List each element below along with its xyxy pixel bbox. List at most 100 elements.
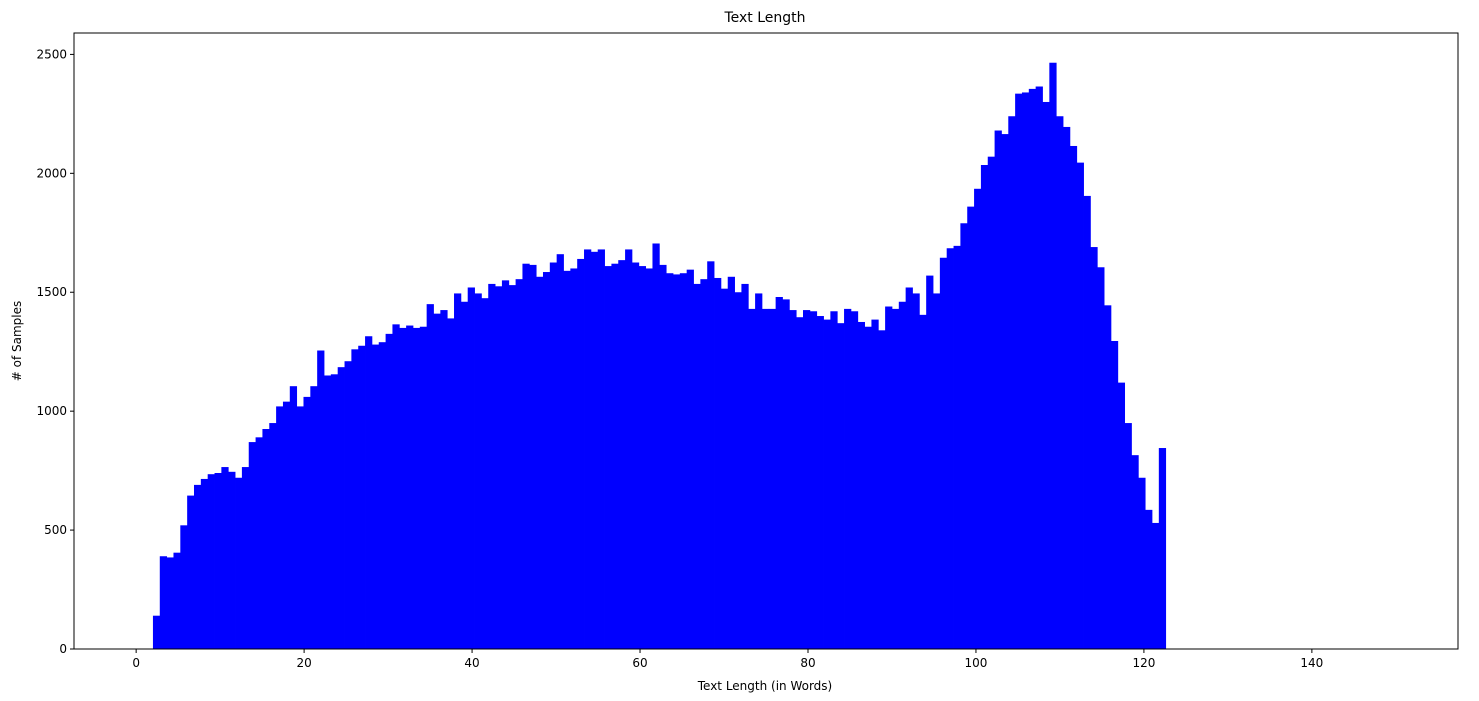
- histogram-bar: [365, 336, 373, 649]
- histogram-bar: [844, 308, 852, 649]
- histogram-bar: [371, 344, 380, 649]
- histogram-bar: [912, 293, 920, 649]
- histogram-bar: [946, 248, 954, 650]
- histogram-bar: [460, 301, 469, 649]
- y-tick-label: 2500: [36, 47, 67, 61]
- histogram-bar: [467, 287, 475, 649]
- histogram-bar: [686, 269, 694, 649]
- histogram-bar: [378, 342, 386, 649]
- histogram-bar: [1008, 116, 1016, 650]
- y-tick-label: 1500: [36, 285, 67, 299]
- histogram-bar: [221, 467, 229, 649]
- y-tick-label: 2000: [36, 166, 67, 180]
- histogram-bar: [1035, 86, 1043, 650]
- histogram-bar: [734, 292, 742, 649]
- histogram-bar: [159, 556, 168, 649]
- histogram-bar: [385, 333, 393, 649]
- histogram-bar: [905, 287, 913, 649]
- histogram-bar: [816, 316, 824, 649]
- histogram-bar: [187, 495, 195, 649]
- histogram-bar: [604, 266, 612, 649]
- histogram-bar: [152, 615, 161, 649]
- histogram-bar: [898, 301, 907, 649]
- histogram-bar: [262, 429, 270, 649]
- histogram-bar: [980, 165, 989, 649]
- y-tick-label: 500: [44, 523, 67, 537]
- histogram-bar: [631, 262, 640, 649]
- histogram-bar: [597, 249, 605, 649]
- histogram-bar: [857, 321, 865, 649]
- histogram-bar: [584, 249, 592, 649]
- histogram-bar: [536, 276, 544, 649]
- histogram-bar: [727, 276, 735, 649]
- histogram-bars: [152, 62, 1167, 650]
- histogram-bar: [823, 319, 831, 649]
- histogram-bar: [1083, 195, 1091, 649]
- histogram-bar: [741, 283, 749, 649]
- histogram-bar: [679, 273, 688, 649]
- histogram-bar: [392, 324, 400, 649]
- histogram-bar: [1069, 145, 1078, 650]
- histogram-bar: [351, 349, 359, 649]
- histogram-bar: [166, 557, 174, 649]
- histogram-bar: [720, 288, 729, 649]
- histogram-bar: [755, 293, 763, 649]
- histogram-bar: [1001, 134, 1009, 650]
- histogram-bar: [324, 375, 332, 649]
- histogram-bar: [652, 243, 660, 649]
- histogram-bar: [1117, 382, 1126, 649]
- histogram-bar: [289, 386, 298, 649]
- histogram-bar: [563, 270, 571, 649]
- histogram-bar: [809, 311, 818, 649]
- histogram-bar: [549, 262, 558, 649]
- histogram-bar: [693, 283, 701, 649]
- x-tick-label: 140: [1300, 656, 1323, 670]
- histogram-bar: [1028, 88, 1037, 649]
- histogram-bar: [1056, 116, 1064, 650]
- histogram-bar: [850, 311, 859, 649]
- histogram-bar: [967, 206, 975, 649]
- histogram-bar: [625, 249, 633, 649]
- histogram-bar: [830, 311, 838, 649]
- histogram-bar: [454, 293, 462, 649]
- histogram-bar: [1151, 522, 1160, 649]
- x-axis-ticks: 0 20 40 60 80 100 120 140: [132, 649, 1323, 670]
- histogram-bar: [419, 326, 428, 649]
- histogram-bar: [501, 280, 510, 649]
- histogram-bar: [891, 308, 900, 649]
- y-tick-label: 0: [59, 642, 67, 656]
- histogram-bar: [919, 314, 927, 649]
- histogram-bar: [577, 258, 585, 649]
- histogram-bar: [399, 327, 407, 649]
- histogram-bar: [611, 263, 619, 649]
- histogram-bar: [488, 283, 496, 649]
- histogram-bar: [1124, 423, 1132, 649]
- histogram-bar: [1110, 341, 1119, 649]
- histogram-bar: [235, 477, 243, 649]
- histogram-bar: [440, 310, 448, 649]
- histogram-bar: [248, 442, 256, 649]
- plot-frame: [73, 32, 1459, 650]
- histogram-bar: [317, 350, 325, 649]
- histogram-bar: [789, 310, 797, 649]
- histogram-bar: [1090, 247, 1098, 649]
- histogram-bar: [878, 330, 886, 649]
- histogram-bar: [214, 473, 222, 649]
- histogram-bar: [960, 223, 968, 649]
- histogram-bar: [542, 272, 551, 649]
- x-tick-label: 100: [964, 656, 987, 670]
- histogram-bar: [269, 423, 277, 649]
- histogram-bar: [994, 130, 1002, 649]
- x-tick-label: 20: [296, 656, 311, 670]
- histogram-bar: [885, 306, 893, 649]
- histogram-bar: [775, 297, 783, 649]
- histogram-bar: [645, 268, 653, 649]
- histogram-bar: [330, 374, 339, 649]
- histogram-bar: [590, 251, 599, 650]
- histogram-bar: [282, 401, 291, 649]
- histogram-bar: [933, 293, 941, 649]
- histogram-bar: [1145, 509, 1153, 649]
- histogram-bar: [638, 266, 647, 649]
- histogram-bar: [1097, 267, 1105, 649]
- histogram-bar: [796, 317, 804, 649]
